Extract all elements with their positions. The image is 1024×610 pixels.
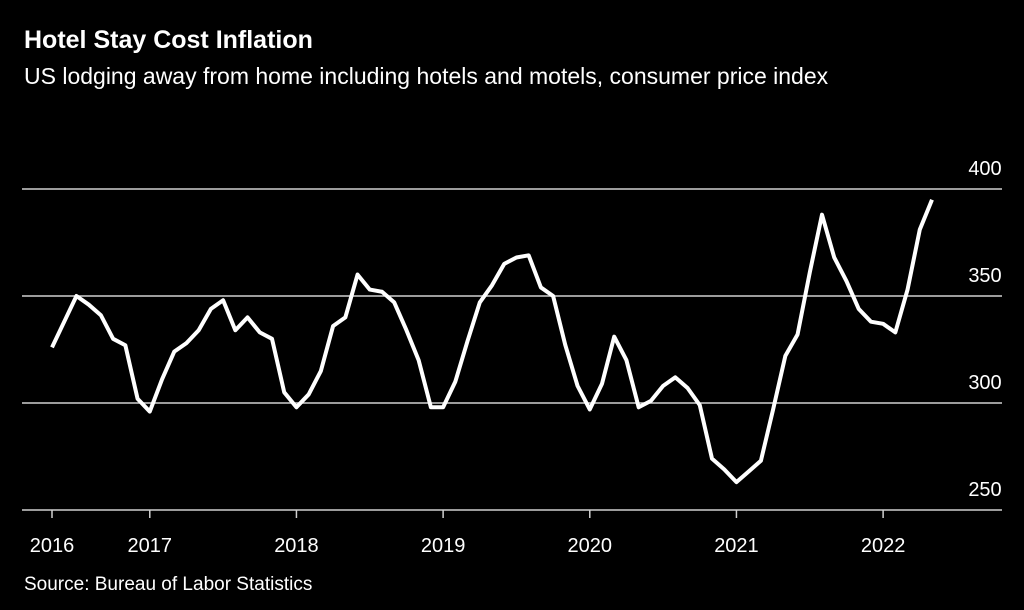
x-tick-label: 2016 <box>30 535 75 557</box>
x-tick-label: 2019 <box>421 535 466 557</box>
x-tick-label: 2018 <box>274 535 319 557</box>
chart-subtitle: US lodging away from home including hote… <box>24 63 829 89</box>
x-tick-label: 2021 <box>714 535 759 557</box>
data-line <box>50 198 934 485</box>
chart-title: Hotel Stay Cost Inflation <box>24 26 313 54</box>
source-note: Source: Bureau of Labor Statistics <box>24 574 313 595</box>
y-tick-label: 300 <box>968 372 1001 394</box>
y-tick-label: 350 <box>968 265 1001 287</box>
y-tick-label: 250 <box>968 479 1001 501</box>
x-tick-label: 2020 <box>568 535 613 557</box>
y-tick-label: 400 <box>968 158 1001 180</box>
x-tick-label: 2017 <box>128 535 173 557</box>
x-tick-label: 2022 <box>861 535 906 557</box>
